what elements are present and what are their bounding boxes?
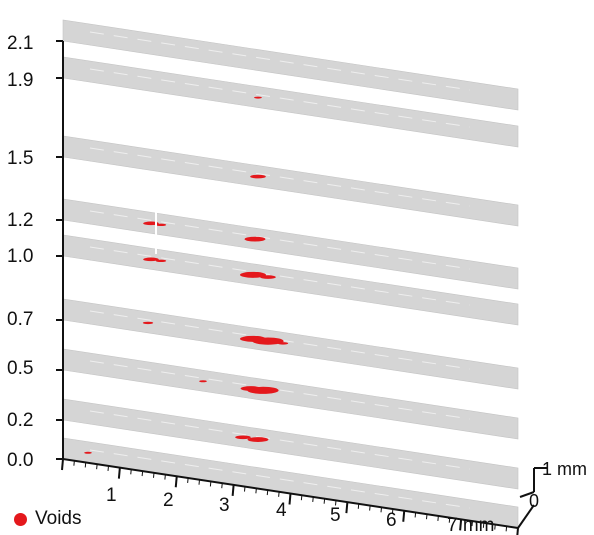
depth-label-0: 0 <box>529 491 539 511</box>
z-label-0.2: 0.2 <box>7 410 33 431</box>
x-label-4: 4 <box>276 500 287 521</box>
void-mark <box>260 275 276 279</box>
x-tick-minor <box>471 521 473 527</box>
void-mark <box>252 337 284 345</box>
void-mark <box>143 257 159 262</box>
z-label-2.1: 2.1 <box>7 33 33 54</box>
x-tick-minor <box>494 524 496 530</box>
x-tick-minor <box>414 512 417 518</box>
z-label-0.7: 0.7 <box>7 309 33 330</box>
void-mark <box>142 321 154 325</box>
x-label-5: 5 <box>330 505 341 526</box>
x-tick-minor <box>369 505 371 511</box>
x-tick-minor <box>153 472 155 478</box>
x-tick-minor <box>391 508 394 515</box>
void-mark <box>240 271 266 278</box>
z-label-0.0: 0.0 <box>7 450 33 471</box>
x-tick-minor <box>312 496 314 502</box>
x-tick-minor <box>505 526 508 532</box>
z-label-1.5: 1.5 <box>7 148 33 169</box>
void-mark <box>155 223 167 227</box>
slice-layers <box>62 19 519 529</box>
tick-labels: 2.1 1.9 1.5 1.2 1.0 0.7 0.5 0.2 0.0 1 2 … <box>7 33 587 535</box>
x-tick-minor <box>164 474 166 480</box>
x-tick-minor <box>380 507 382 513</box>
x-tick-minor <box>107 465 109 471</box>
x-label-7-mm: 7 mm <box>447 515 495 535</box>
legend: Voids <box>14 508 81 530</box>
void-mark <box>247 386 279 394</box>
slice-seam <box>89 449 471 509</box>
x-tick-minor <box>300 495 303 501</box>
x-label-1: 1 <box>106 485 117 506</box>
slice-seam <box>89 68 471 128</box>
x-tick-minor <box>266 490 269 496</box>
x-label-6: 6 <box>386 510 397 531</box>
legend-label: Voids <box>35 508 82 529</box>
void-mark <box>254 96 262 99</box>
x-tick-major <box>516 527 519 535</box>
x-tick-minor <box>96 464 98 470</box>
slice-plane <box>62 19 519 111</box>
x-tick-minor <box>255 488 257 494</box>
x-tick-minor <box>141 471 144 477</box>
x-tick-minor <box>437 515 439 521</box>
x-tick-major <box>174 476 178 488</box>
z-label-1.2: 1.2 <box>7 210 33 231</box>
void-mark <box>247 437 269 442</box>
void-marker-icon <box>14 512 27 526</box>
depth-axis-line <box>517 504 535 529</box>
void-mark <box>84 451 92 454</box>
x-tick-minor <box>323 498 326 504</box>
x-tick-minor <box>357 503 360 509</box>
x-tick-minor <box>198 479 200 485</box>
x-tick-major <box>402 510 406 522</box>
z-label-1.9: 1.9 <box>7 70 33 91</box>
x-tick-minor <box>187 477 189 484</box>
void-mark <box>235 435 251 440</box>
slice-seam <box>89 31 471 91</box>
slice-layer <box>62 19 519 111</box>
x-tick-major <box>231 484 235 496</box>
void-mark <box>277 342 289 345</box>
x-tick-minor <box>448 517 451 523</box>
x-tick-minor <box>244 486 246 492</box>
x-label-2: 2 <box>163 490 174 511</box>
slice-seam <box>89 410 471 470</box>
depth-label-1-mm: 1 mm <box>542 459 587 479</box>
x-tick-minor <box>482 522 485 528</box>
x-tick-major <box>117 467 121 479</box>
x-tick-minor <box>130 469 132 475</box>
void-mark <box>244 236 266 242</box>
x-tick-major <box>459 519 463 531</box>
void-mark <box>155 259 167 263</box>
x-tick-minor <box>335 500 337 506</box>
slice-seam <box>89 360 471 420</box>
x-tick-minor <box>426 514 428 520</box>
z-label-1.0: 1.0 <box>7 246 33 267</box>
void-mark <box>250 174 266 179</box>
depth-tick-bottom <box>519 491 535 498</box>
z-label-0.5: 0.5 <box>7 358 33 379</box>
x-tick-minor <box>84 462 87 468</box>
x-tick-major <box>345 502 349 514</box>
slice-seam <box>89 147 471 207</box>
slice-seam <box>89 246 471 306</box>
x-tick-minor <box>209 481 212 487</box>
void-mark <box>199 380 207 383</box>
void-mark <box>143 221 159 226</box>
slice-seam <box>89 210 471 270</box>
slice-layer <box>62 234 519 326</box>
x-tick-major <box>288 493 292 505</box>
x-tick-minor <box>221 483 223 489</box>
x-label-3: 3 <box>219 495 230 516</box>
x-tick-minor <box>278 491 280 497</box>
axes <box>56 40 548 535</box>
x-tick-minor <box>73 460 75 466</box>
x-tick-major <box>61 458 64 471</box>
